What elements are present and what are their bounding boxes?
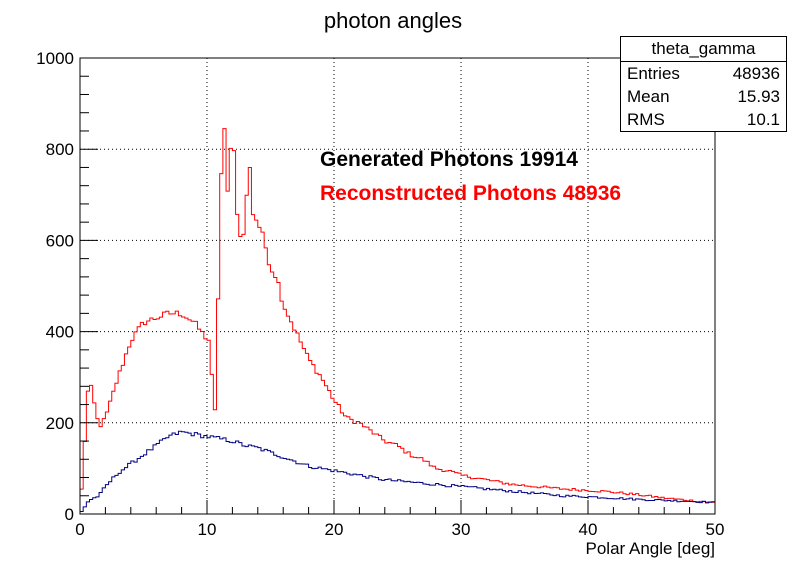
histogram-series-line: [79, 128, 716, 514]
histogram-series: [79, 128, 716, 514]
x-tick-label: 40: [579, 520, 598, 539]
y-tick-label: 600: [46, 231, 74, 250]
y-tick-label: 200: [46, 414, 74, 433]
stats-row: Mean 15.93: [627, 87, 780, 106]
y-tick-label: 400: [46, 323, 74, 342]
histogram-series-line: [79, 430, 716, 514]
stats-box: theta_gamma Entries 48936 Mean 15.93 RMS 10…: [620, 36, 787, 132]
stats-row: Entries 48936: [627, 64, 780, 83]
stats-row: RMS 10.1: [627, 110, 780, 129]
stats-title: theta_gamma: [621, 37, 786, 62]
x-tick-label: 50: [706, 520, 725, 539]
x-tick-label: 20: [325, 520, 344, 539]
x-tick-label: 10: [198, 520, 217, 539]
chart-title: photon angles: [324, 8, 462, 33]
x-axis-label: Polar Angle [deg]: [586, 539, 715, 558]
y-tick-label: 1000: [36, 49, 74, 68]
y-tick-label: 800: [46, 140, 74, 159]
x-tick-label: 30: [452, 520, 471, 539]
y-tick-label: 0: [65, 505, 74, 524]
plot-frame: [79, 57, 716, 515]
annotation-reconstructed: Reconstructed Photons 48936: [320, 182, 621, 205]
axes: 0 10 20 30 40 50 0 200 400 600 800 1000: [36, 49, 724, 539]
x-tick-label: 0: [75, 520, 84, 539]
annotation-generated: Generated Photons 19914: [320, 148, 578, 171]
